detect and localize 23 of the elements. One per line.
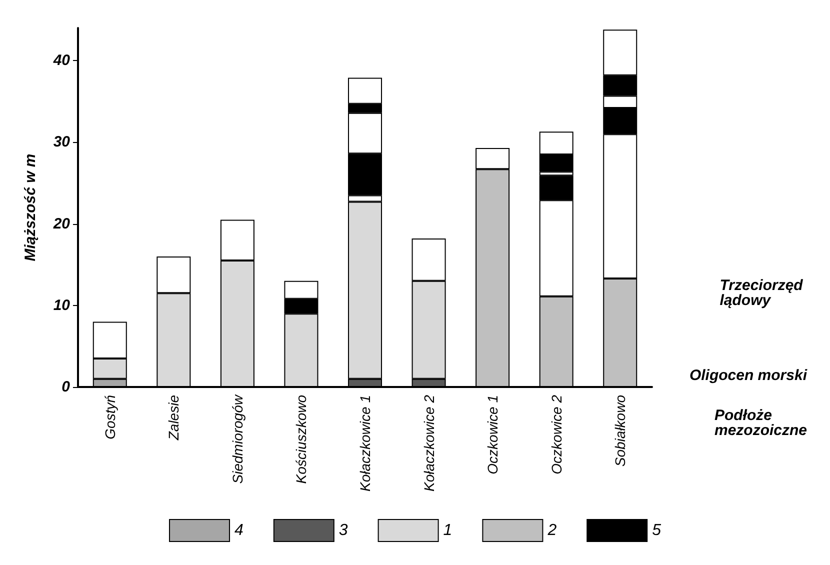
x-tick-label: Siedmiorogów xyxy=(229,394,246,484)
x-tick-label: Zalesie xyxy=(166,394,182,442)
x-tick-label: Oczkowice 1 xyxy=(484,395,501,474)
text: Oligocen morski xyxy=(689,367,808,384)
x-tick-label: Gostyń xyxy=(102,394,118,440)
y-tick-label: 40 xyxy=(52,52,71,70)
y-tick-label: 10 xyxy=(53,296,71,314)
legend-label: 2 xyxy=(546,522,557,539)
x-tick-label: Oczkowice 2 xyxy=(548,394,564,474)
y-tick-label: 0 xyxy=(62,378,71,396)
text: Podłoże mezozoiczne xyxy=(714,407,808,439)
text: Trzeciorzęd lądowy xyxy=(720,277,808,309)
x-tick-label: Kołaczkowice 1 xyxy=(357,395,373,492)
x-tick-label: Sobiałkowo xyxy=(612,394,628,467)
legend-label: 5 xyxy=(652,522,662,539)
x-tick-label: Kościuszkowo xyxy=(293,394,310,484)
legend-label: 3 xyxy=(338,522,348,539)
y-tick-label: 20 xyxy=(52,215,71,232)
y-tick-label: 30 xyxy=(53,134,71,151)
y-axis-title: Miąższość w m xyxy=(22,154,39,262)
legend-label: 1 xyxy=(443,522,452,539)
x-tick-label: Kołaczkowice 2 xyxy=(420,394,437,492)
legend-label: 4 xyxy=(234,522,244,539)
